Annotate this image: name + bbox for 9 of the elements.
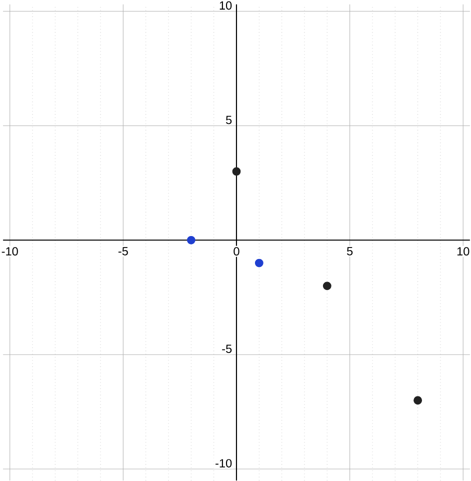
y-tick-label: -10	[216, 459, 232, 468]
x-tick-label: 5	[346, 247, 353, 256]
x-tick-label: 10	[457, 247, 470, 256]
x-tick-label: 0	[234, 247, 240, 256]
y-tick-label: 10	[220, 1, 232, 10]
x-tick-label: -5	[118, 247, 128, 256]
y-tick-label: -5	[222, 344, 232, 354]
y-tick-label: 5	[226, 116, 232, 124]
x-tick-label: -10	[2, 247, 18, 256]
